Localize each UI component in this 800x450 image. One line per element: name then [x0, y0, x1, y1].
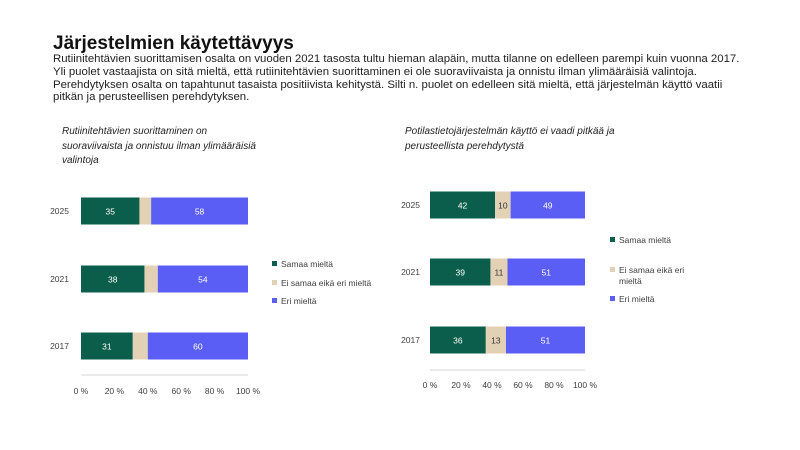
- chart-2-title: Potilastietojärjestelmän käyttö ei vaadi…: [405, 126, 615, 152]
- chart-1-category-label: 2025: [50, 206, 69, 216]
- chart-1-legend-swatch: [272, 298, 277, 303]
- chart-2-data-label: 51: [541, 336, 551, 346]
- chart-2-x-tick-label: 40 %: [482, 380, 502, 390]
- chart-2-legend-label-line: Eri mieltä: [619, 294, 655, 304]
- chart-1-bar-eri: [151, 197, 248, 225]
- chart-1-x-tick-label: 40 %: [138, 386, 158, 396]
- chart-1-x-tick-label: 80 %: [205, 386, 225, 396]
- chart-2-x-tick-label: 0 %: [423, 380, 438, 390]
- chart-2-legend-label: Ei samaa eikä eri mieltä: [619, 265, 684, 286]
- chart-2-legend-label: Samaa mieltä: [619, 235, 671, 245]
- chart-2-legend-label-line: mieltä: [619, 276, 642, 286]
- chart-1-bar-neutral: [144, 265, 158, 293]
- chart-1-legend-label: Samaa mieltä: [281, 259, 333, 269]
- chart-2-bar-samaa: [430, 326, 486, 354]
- chart-2-bar-neutral: [485, 326, 506, 354]
- chart-2-x-tick-label: 60 %: [513, 380, 533, 390]
- chart-1-bar-samaa: [81, 332, 133, 360]
- chart-2-data-label: 10: [498, 201, 508, 211]
- chart-2-data-label: 13: [491, 336, 501, 346]
- chart-1-x-tick-label: 0 %: [74, 386, 89, 396]
- chart-1-data-label: 54: [198, 275, 208, 285]
- chart-2-category-label: 2017: [401, 335, 420, 345]
- chart-1-legend-label-line: Ei samaa eikä eri mieltä: [281, 278, 372, 288]
- chart-2-bar-neutral: [495, 191, 511, 219]
- chart-2-data-label: 42: [458, 201, 468, 211]
- chart-2-bar-eri: [510, 191, 585, 219]
- chart-2-legend-label: Eri mieltä: [619, 294, 655, 304]
- intro-text: Rutiinitehtävien suorittamisen osalta on…: [53, 53, 740, 104]
- chart-1-title: Rutiinitehtävien suorittaminen on suorav…: [62, 126, 256, 166]
- chart-1-category-label: 2021: [50, 274, 69, 284]
- chart-1-legend-label-line: Samaa mieltä: [281, 259, 333, 269]
- chart-1-data-label: 38: [108, 275, 118, 285]
- chart-2-data-label: 11: [495, 268, 504, 278]
- chart-1-data-label: 58: [195, 207, 205, 217]
- chart-1-legend-swatch: [272, 280, 277, 285]
- chart-1-bar-neutral: [139, 197, 152, 225]
- chart-1-bar-samaa: [81, 197, 140, 225]
- chart-2-bar-eri: [505, 326, 585, 354]
- chart-1-legend-label: Eri mieltä: [281, 296, 317, 306]
- chart-2-data-label: 49: [543, 201, 553, 211]
- chart-1-data-label: 60: [193, 342, 203, 352]
- chart-2-legend-swatch: [610, 237, 615, 242]
- chart-2-bar-samaa: [430, 258, 491, 286]
- chart-2-data-label: 36: [453, 336, 463, 346]
- chart-2-legend-label-line: Ei samaa eikä eri: [619, 265, 684, 275]
- chart-2-category-label: 2021: [401, 267, 420, 277]
- chart-1-data-label: 35: [105, 207, 115, 217]
- chart-1-x-tick-label: 20 %: [105, 386, 125, 396]
- chart-2-bar-samaa: [430, 191, 496, 219]
- chart-2-legend-swatch: [610, 267, 615, 272]
- chart-1-bar-samaa: [81, 265, 145, 293]
- chart-1-bar-eri: [147, 332, 248, 360]
- chart-2-x-tick-label: 100 %: [573, 380, 598, 390]
- chart-1-bar-neutral: [132, 332, 148, 360]
- page-title: Järjestelmien käytettävyys: [53, 33, 294, 54]
- chart-1-x-tick-label: 60 %: [172, 386, 192, 396]
- chart-2-data-label: 51: [542, 268, 552, 278]
- chart-1-legend-label-line: Eri mieltä: [281, 296, 317, 306]
- chart-2-x-tick-label: 20 %: [451, 380, 471, 390]
- chart-1-legend-label: Ei samaa eikä eri mieltä: [281, 278, 372, 288]
- chart-1-legend-swatch: [272, 261, 277, 266]
- chart-2-x-tick-label: 80 %: [544, 380, 564, 390]
- chart-2-data-label: 39: [455, 268, 465, 278]
- chart-2-bar-neutral: [490, 258, 508, 286]
- chart-1-x-tick-label: 100 %: [236, 386, 261, 396]
- chart-2-bar-eri: [507, 258, 585, 286]
- chart-2-legend-label-line: Samaa mieltä: [619, 235, 671, 245]
- chart-1-data-label: 31: [102, 342, 112, 352]
- chart-1-bar-eri: [157, 265, 248, 293]
- chart-2-legend-swatch: [610, 296, 615, 301]
- chart-1-category-label: 2017: [50, 341, 69, 351]
- chart-2-category-label: 2025: [401, 200, 420, 210]
